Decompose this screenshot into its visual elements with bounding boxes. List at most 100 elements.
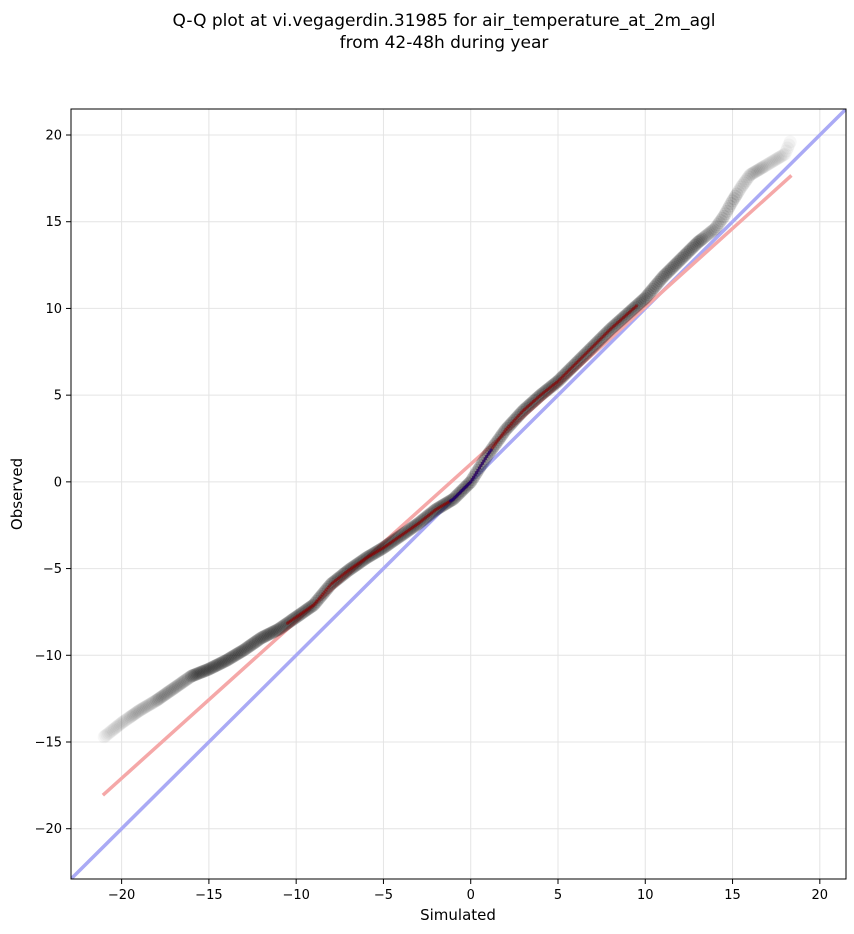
highlight-point [477,466,482,470]
quantile-point [151,692,165,706]
quantile-point [762,157,776,171]
quantile-point [662,264,676,278]
quantile-point [758,159,772,173]
quantile-point [267,624,281,638]
y-tick-label: 20 [45,129,62,144]
quantile-point [637,292,651,306]
quantile-point [203,661,217,675]
quantile-point [691,236,705,250]
quantile-point [679,247,693,261]
quantile-point [765,155,779,169]
quantile-point [183,670,197,684]
quantile-point [168,680,182,694]
quantile-point [231,647,245,661]
x-axis-ticks: −20 −15 −10 −5 0 5 10 15 20 [108,879,828,903]
quantile-point [250,634,264,648]
quantile-point [215,656,229,670]
quantile-point [643,286,657,300]
quantile-point [733,182,747,196]
quantile-point [678,249,692,263]
quantile-point [211,658,225,672]
quantile-point [136,701,150,715]
quantile-point [260,628,274,642]
quantile-point [721,202,735,216]
quantile-point [221,653,235,667]
quantile-point [689,237,703,251]
quantile-point [219,653,233,667]
quantile-point [263,627,277,641]
quantile-point [167,681,181,695]
quantile-point [769,152,783,166]
quantile-point [214,656,228,670]
quantile-point [142,698,156,712]
quantile-point [192,666,206,680]
quantile-point [685,241,699,255]
quantile-point [744,167,758,181]
fit-line [101,174,793,797]
quantile-point [182,671,196,685]
quantile-point [743,168,757,182]
x-tick-label: 15 [724,888,741,903]
quantile-point [152,691,166,705]
quantile-point [253,632,267,646]
quantile-point [157,688,171,702]
quantile-point [714,214,728,228]
x-tick-label: 20 [812,888,829,903]
quantile-point [726,194,740,208]
quantile-point [256,630,270,644]
x-tick-label: 10 [637,888,654,903]
quantile-point [161,685,175,699]
highlight-overlays [285,304,639,625]
quantile-point [715,212,729,226]
highlight-point [470,477,474,482]
quantile-point [176,675,190,689]
quantile-point [154,690,168,704]
quantile-point [659,267,673,281]
highlight-point [473,473,477,477]
y-tick-label: 15 [45,215,62,230]
quantile-point [784,135,797,148]
chart-title-line-1: Q-Q plot at vi.vegagerdin.31985 for air_… [172,11,715,31]
quantile-point [113,717,127,731]
quantile-point [177,674,191,688]
quantile-point [702,226,716,240]
quantile-point [144,697,158,711]
quantile-point [107,722,121,736]
highlight-point [634,304,639,308]
quantile-point [692,234,706,248]
quantile-point [141,699,155,713]
quantile-point [240,641,254,655]
quantile-point [180,672,194,686]
quantile-point [235,644,249,658]
quantile-point [730,187,744,201]
quantile-point [646,282,660,296]
x-tick-label: −5 [374,888,393,903]
quantile-point [139,699,153,713]
quantile-point [686,240,700,254]
quantile-point [218,654,232,668]
quantile-point [742,170,756,184]
quantile-point [163,684,177,698]
quantile-point [248,635,262,649]
quantile-point [259,629,273,643]
quantile-point [654,272,668,286]
quantile-point [173,677,187,691]
quantile-point [129,706,143,720]
quantile-point [269,624,283,638]
quantile-point [120,712,134,726]
quantile-point [110,719,124,733]
quantile-point [682,244,696,258]
quantile-point [202,662,216,676]
quantile-point [672,254,686,268]
quantile-point [164,683,178,697]
y-tick-label: 5 [54,389,62,404]
quantile-point [711,218,725,232]
quantile-point [766,154,780,168]
y-tick-label: −15 [35,735,62,750]
quantile-point [195,665,209,679]
quantile-point [273,621,287,635]
quantile-point [118,714,132,728]
highlight-point [483,457,487,461]
quantile-point [696,231,710,245]
quantile-point [243,639,257,653]
